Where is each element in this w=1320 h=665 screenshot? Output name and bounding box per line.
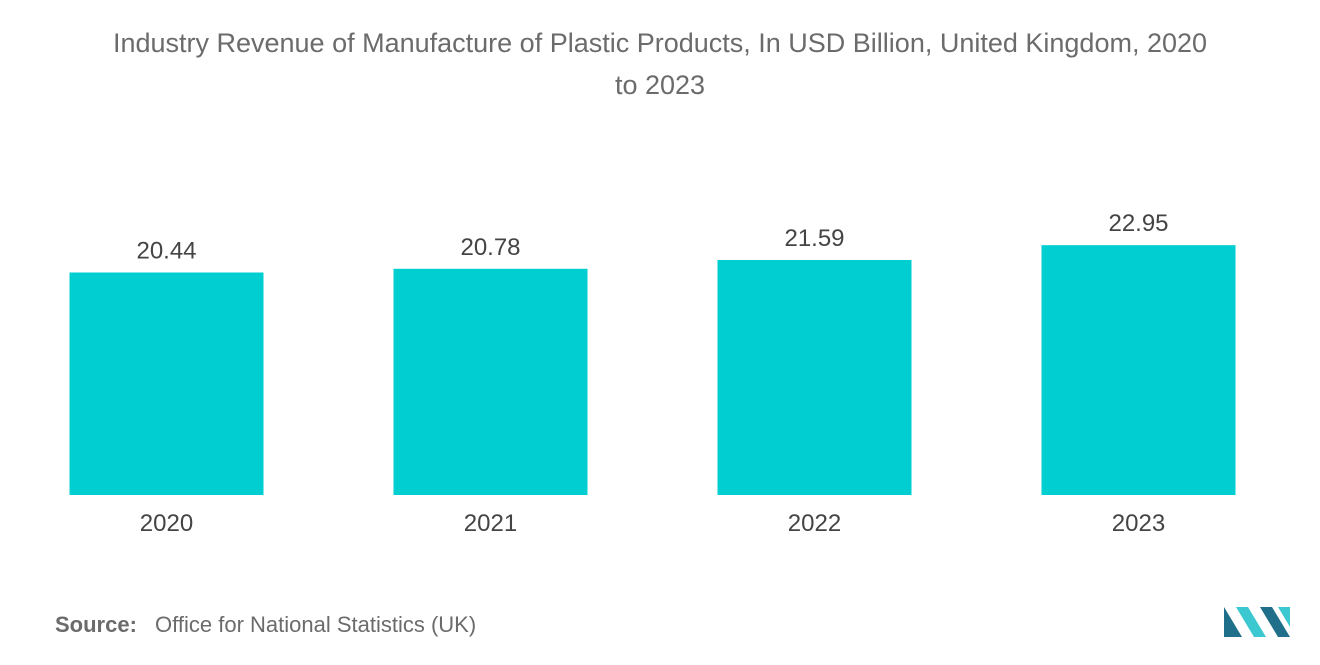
value-label-2022: 21.59 <box>784 225 844 252</box>
logo-left-stroke <box>1224 607 1242 637</box>
x-tick-label-2022: 2022 <box>788 510 841 537</box>
source-note: Source: Office for National Statistics (… <box>55 612 476 638</box>
x-tick-label-2021: 2021 <box>464 510 517 537</box>
bar-2022 <box>717 259 912 495</box>
source-text: Office for National Statistics (UK) <box>155 612 477 637</box>
x-tick-label-2023: 2023 <box>1112 510 1165 537</box>
logo-mid-stroke <box>1236 607 1266 637</box>
chart-title-line-2: to 2023 <box>614 70 706 100</box>
source-label: Source: <box>55 612 137 637</box>
logo-tail-stroke <box>1278 607 1290 627</box>
mordor-intelligence-logo-icon <box>1224 607 1290 637</box>
chart-title: Industry Revenue of Manufacture of Plast… <box>0 22 1320 106</box>
logo-right-stroke <box>1260 607 1290 637</box>
x-tick-label-2020: 2020 <box>140 510 193 537</box>
value-label-2023: 22.95 <box>1108 210 1168 237</box>
bar-chart: 20.44 2020 20.78 2021 21.59 2022 22.95 2023 <box>69 210 1236 537</box>
value-label-2020: 20.44 <box>136 238 196 265</box>
chart-title-line-1: Industry Revenue of Manufacture of Plast… <box>112 28 1208 58</box>
bar-2020 <box>69 272 264 495</box>
bar-2021 <box>393 268 588 495</box>
value-label-2021: 20.78 <box>460 234 520 261</box>
bar-2023 <box>1041 245 1236 495</box>
